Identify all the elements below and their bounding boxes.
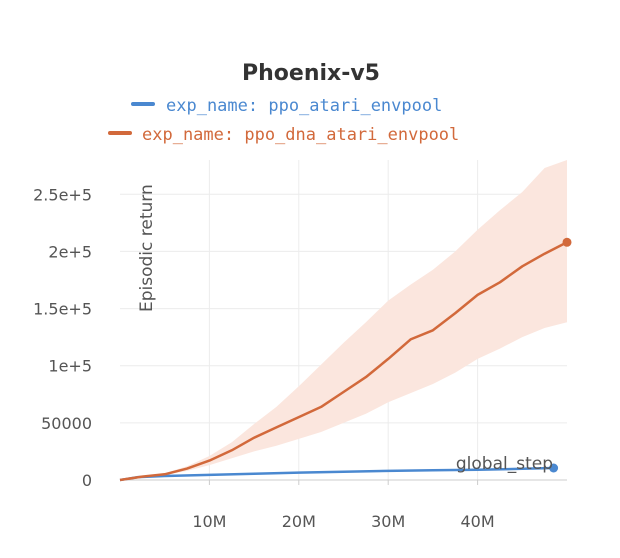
legend-label-ppo-atari-envpool: exp_name: ppo_atari_envpool	[166, 96, 442, 116]
y-tick-label: 50000	[41, 414, 92, 433]
series-end-point-ppo-dna-atari-envpool	[562, 237, 572, 247]
x-tick-label: 10M	[192, 512, 226, 531]
y-tick-label: 2e+5	[48, 242, 92, 261]
x-tick-label: 40M	[461, 512, 495, 531]
confidence-band-ppo-dna-atari-envpool	[120, 160, 567, 480]
y-tick-label: 0	[82, 471, 92, 490]
chart-title: Phoenix-v5	[242, 61, 380, 86]
series-line-ppo-atari-envpool	[119, 466, 554, 482]
y-axis-ticks: 0 50000 1e+5 1.5e+5 2e+5 2.5e+5	[33, 185, 92, 490]
x-axis-label: global_step	[456, 454, 553, 474]
series-end-point-ppo-atari-envpool	[549, 463, 559, 473]
y-tick-label: 1e+5	[48, 357, 92, 376]
plot-area	[119, 160, 572, 482]
x-tick-label: 30M	[371, 512, 405, 531]
series-line-ppo-dna-atari-envpool	[119, 241, 568, 482]
legend-label-ppo-dna-atari-envpool: exp_name: ppo_dna_atari_envpool	[142, 125, 459, 145]
y-axis-label: Episodic return	[137, 184, 157, 312]
y-tick-label: 1.5e+5	[33, 300, 92, 319]
y-tick-label: 2.5e+5	[33, 185, 92, 204]
legend: exp_name: ppo_atari_envpool exp_name: pp…	[108, 96, 459, 145]
x-axis-ticks: 10M 20M 30M 40M	[192, 480, 495, 531]
x-tick-label: 20M	[282, 512, 316, 531]
